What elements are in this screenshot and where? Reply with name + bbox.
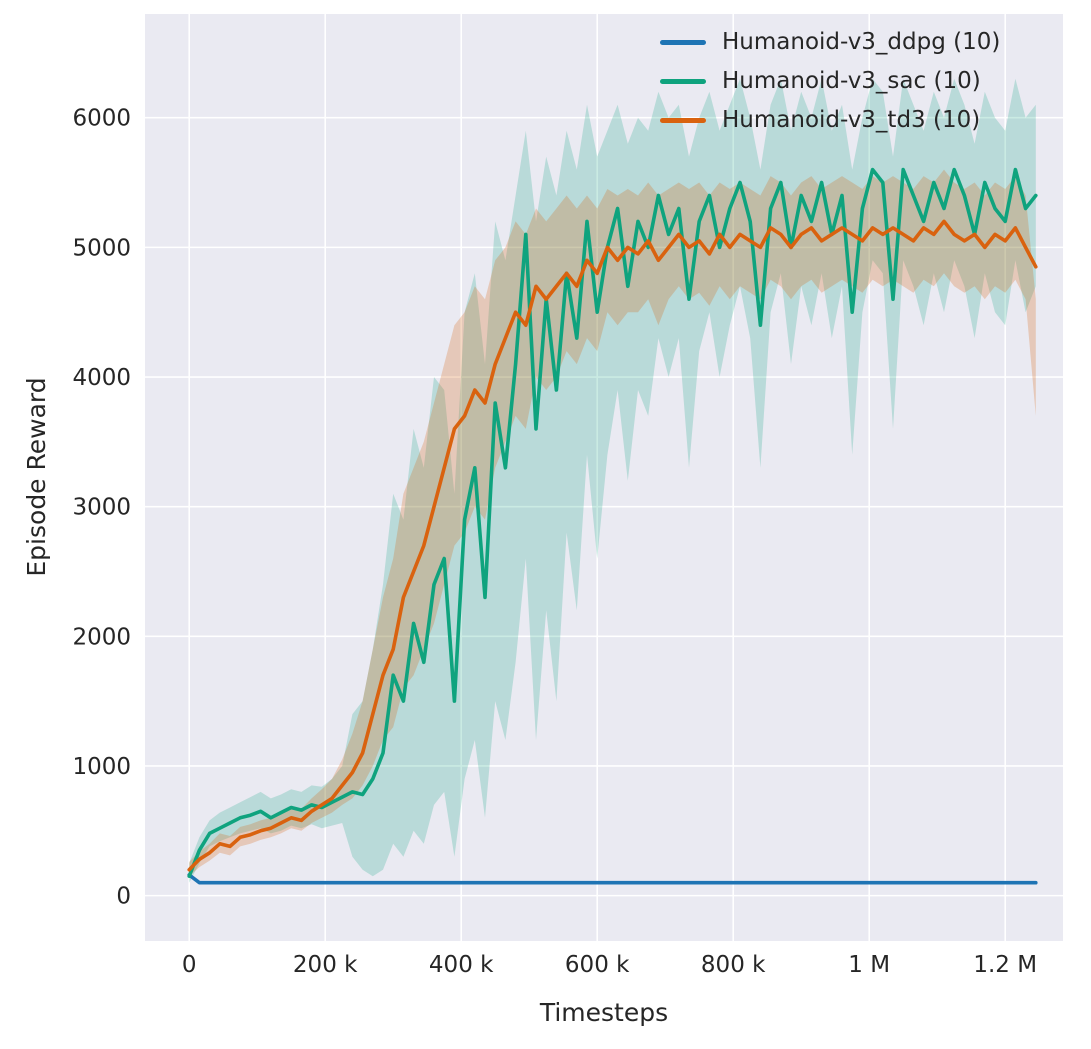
y-tick-label: 3000: [72, 495, 131, 521]
legend-label: Humanoid-v3_sac (10): [722, 68, 981, 94]
confidence-band: [189, 169, 1036, 877]
y-tick-label: 0: [116, 884, 131, 910]
x-tick-label: 800 k: [701, 952, 766, 978]
x-tick-label: 1 M: [848, 952, 890, 978]
legend-item: Humanoid-v3_td3 (10): [660, 106, 1000, 134]
x-tick-label: 200 k: [293, 952, 358, 978]
plot-area: [145, 14, 1063, 941]
legend: Humanoid-v3_ddpg (10) Humanoid-v3_sac (10…: [660, 28, 1000, 134]
x-tick-label: 0: [182, 952, 197, 978]
y-tick-label: 5000: [72, 235, 131, 261]
x-tick-label: 600 k: [565, 952, 630, 978]
legend-swatch-line: [660, 39, 706, 45]
x-tick-label: 400 k: [429, 952, 494, 978]
x-tick-label: 1.2 M: [973, 952, 1037, 978]
legend-swatch-line: [660, 117, 706, 123]
legend-item: Humanoid-v3_sac (10): [660, 67, 1000, 95]
legend-swatch-line: [660, 78, 706, 84]
x-axis-label: Timesteps: [539, 998, 669, 1027]
y-tick-label: 1000: [72, 754, 131, 780]
series-line: [187, 873, 1038, 885]
y-tick-label: 6000: [72, 106, 131, 132]
y-tick-label: 4000: [72, 365, 131, 391]
confidence-band: [189, 78, 1036, 883]
y-tick-label: 2000: [72, 624, 131, 650]
legend-label: Humanoid-v3_ddpg (10): [722, 29, 1001, 55]
legend-label: Humanoid-v3_td3 (10): [722, 107, 981, 133]
legend-item: Humanoid-v3_ddpg (10): [660, 28, 1000, 56]
series-line: [187, 219, 1038, 872]
series-line: [187, 167, 1038, 879]
y-axis-label: Episode Reward: [22, 377, 51, 577]
